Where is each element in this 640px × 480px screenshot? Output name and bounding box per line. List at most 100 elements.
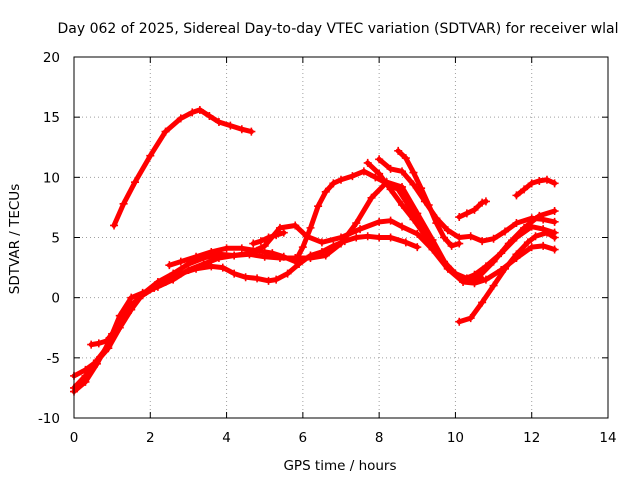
data-point bbox=[439, 233, 448, 242]
axis-ticks: 0 2 4 6 8 10 12 14 -10 -5 0 5 10 15 20 bbox=[38, 50, 617, 446]
data-point bbox=[375, 169, 384, 178]
series-track bbox=[376, 156, 558, 244]
chart-title: Day 062 of 2025, Sidereal Day-to-day VTE… bbox=[57, 21, 618, 37]
data-point bbox=[291, 221, 300, 230]
data-point bbox=[298, 243, 307, 252]
data-point bbox=[447, 241, 456, 250]
data-point bbox=[420, 231, 429, 240]
x-tick-label: 2 bbox=[146, 430, 155, 446]
data-point bbox=[195, 105, 204, 114]
y-tick-label: 20 bbox=[43, 50, 60, 66]
data-point bbox=[394, 146, 403, 155]
data-point bbox=[104, 344, 113, 353]
data-point bbox=[455, 273, 464, 282]
data-point bbox=[413, 243, 422, 252]
data-point bbox=[264, 276, 273, 285]
y-tick-label: -10 bbox=[38, 411, 60, 427]
data-point bbox=[87, 340, 96, 349]
series-track-12 bbox=[87, 324, 122, 349]
data-point bbox=[386, 233, 395, 242]
data-point bbox=[386, 164, 395, 173]
data-point bbox=[192, 252, 201, 261]
data-point bbox=[214, 117, 223, 126]
data-point bbox=[424, 201, 433, 210]
x-tick-label: 8 bbox=[375, 430, 384, 446]
data-point bbox=[520, 185, 529, 194]
data-point bbox=[478, 237, 487, 246]
data-point bbox=[443, 226, 452, 235]
data-point bbox=[489, 234, 498, 243]
data-point bbox=[119, 199, 128, 208]
data-point bbox=[237, 125, 246, 134]
data-point bbox=[356, 225, 365, 234]
data-point bbox=[108, 329, 117, 338]
data-point bbox=[417, 184, 426, 193]
data-point bbox=[413, 229, 422, 238]
series-track-1 bbox=[110, 105, 256, 230]
data-point bbox=[275, 223, 284, 232]
data-point bbox=[386, 216, 395, 225]
data-point bbox=[306, 223, 315, 232]
data-point bbox=[205, 111, 214, 120]
data-point bbox=[531, 232, 540, 241]
data-point bbox=[386, 185, 395, 194]
data-point bbox=[550, 233, 559, 242]
y-tick-label: 0 bbox=[51, 291, 60, 307]
data-point bbox=[279, 228, 288, 237]
data-point bbox=[401, 238, 410, 247]
y-tick-label: -5 bbox=[47, 351, 60, 367]
data-point bbox=[260, 241, 269, 250]
x-axis-label: GPS time / hours bbox=[283, 458, 396, 474]
series-track-6 bbox=[363, 158, 487, 284]
x-tick-label: 6 bbox=[299, 430, 308, 446]
data-point bbox=[283, 269, 292, 278]
series-track bbox=[456, 230, 558, 325]
data-point bbox=[321, 187, 330, 196]
data-point bbox=[230, 269, 239, 278]
data-point bbox=[432, 247, 441, 256]
data-point bbox=[226, 121, 235, 130]
data-point bbox=[394, 185, 403, 194]
data-point bbox=[550, 245, 559, 254]
data-point bbox=[409, 180, 418, 189]
data-point bbox=[542, 228, 551, 237]
data-point bbox=[489, 257, 498, 266]
y-tick-label: 5 bbox=[51, 231, 60, 247]
data-point bbox=[375, 233, 384, 242]
data-point bbox=[230, 251, 239, 260]
data-point bbox=[337, 233, 345, 242]
data-point bbox=[207, 247, 216, 256]
data-point bbox=[146, 151, 155, 160]
data-point bbox=[165, 261, 174, 270]
data-point bbox=[359, 167, 368, 176]
data-point bbox=[398, 222, 407, 231]
data-point bbox=[520, 223, 529, 232]
data-point bbox=[249, 239, 258, 248]
data-point bbox=[272, 231, 281, 240]
data-point bbox=[176, 114, 185, 123]
data-point bbox=[241, 273, 250, 282]
data-point bbox=[375, 217, 384, 226]
data-point bbox=[329, 179, 338, 188]
x-tick-label: 10 bbox=[447, 430, 464, 446]
data-point bbox=[222, 244, 231, 253]
data-point bbox=[264, 233, 273, 242]
data-point bbox=[279, 252, 288, 261]
data-point bbox=[363, 158, 372, 167]
data-point bbox=[247, 127, 256, 136]
data-point bbox=[169, 269, 178, 278]
data-point bbox=[218, 263, 227, 272]
data-point bbox=[512, 250, 521, 259]
data-point bbox=[512, 191, 521, 200]
data-point bbox=[401, 154, 410, 163]
data-point bbox=[550, 207, 559, 216]
data-point bbox=[153, 278, 162, 287]
data-point bbox=[539, 215, 548, 224]
data-point bbox=[188, 108, 197, 117]
data-point bbox=[237, 244, 246, 253]
data-point bbox=[131, 178, 140, 187]
data-point bbox=[352, 233, 361, 242]
x-tick-label: 0 bbox=[70, 430, 79, 446]
data-point bbox=[432, 219, 441, 228]
